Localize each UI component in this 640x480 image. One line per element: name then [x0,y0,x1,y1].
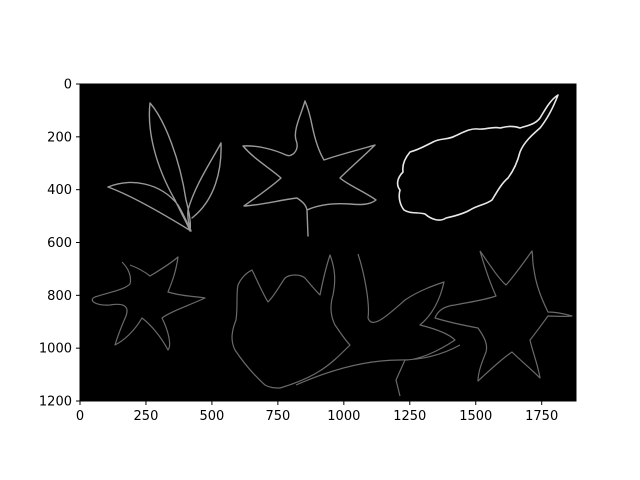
x-tick-label: 500 [200,409,225,424]
y-tick-label: 1200 [39,395,72,410]
x-tick-label: 1500 [459,409,492,424]
x-tick-label: 1000 [327,409,360,424]
image-area [80,84,576,401]
leaf-outline-4 [91,256,206,351]
x-tick-label: 1250 [393,409,426,424]
y-axis: 0 200 400 600 800 1000 1200 [39,78,80,410]
leaf-outline-3 [396,94,559,221]
y-tick-label: 400 [47,183,72,198]
y-tick-label: 1000 [39,342,72,357]
y-tick-label: 600 [47,236,72,251]
y-tick-label: 0 [64,78,72,93]
x-axis: 0 250 500 750 1000 1250 1500 1750 [76,401,558,424]
x-tick-label: 250 [134,409,159,424]
leaf-outline-5 [231,253,461,397]
leaf-outline-2 [242,100,377,237]
y-tick-label: 200 [47,130,72,145]
x-tick-label: 750 [265,409,290,424]
leaf-outline-1 [107,102,222,232]
leaf-outline-6 [434,250,573,382]
x-tick-label: 0 [76,409,84,424]
x-tick-label: 1750 [525,409,558,424]
y-tick-label: 800 [47,289,72,304]
plot-area: 0 250 500 750 1000 1250 1500 1750 0 200 400 600 800… [39,78,577,424]
leaf-outlines [91,94,573,397]
